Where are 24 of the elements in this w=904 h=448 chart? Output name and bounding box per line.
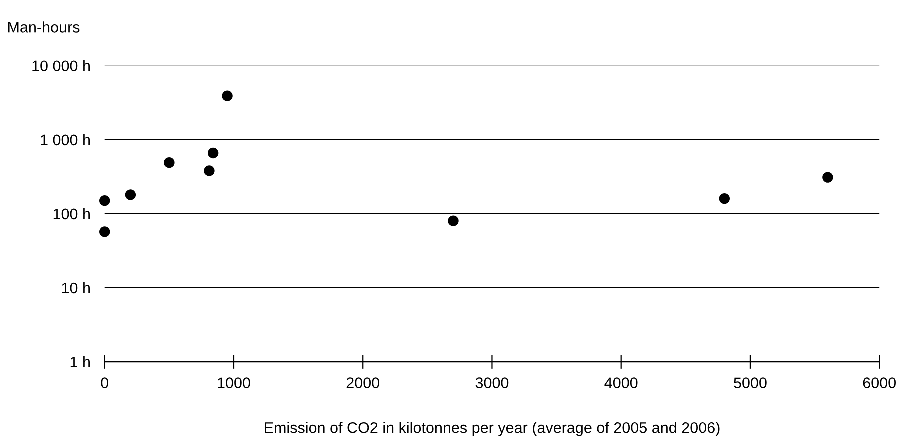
point: [164, 157, 175, 168]
y-tick-label: 100 h: [54, 208, 90, 220]
y-tick-label: 1 h: [70, 356, 90, 368]
x-tick-label: 5000: [734, 378, 767, 388]
x-tick-label: 0: [101, 378, 109, 388]
point: [204, 166, 215, 176]
point: [100, 226, 110, 238]
y-axis-title: Man-hours: [8, 22, 80, 33]
point: [822, 172, 834, 183]
y-tick-label: 1 000 h: [41, 134, 90, 146]
x-tick-label: 4000: [604, 378, 638, 388]
point: [125, 190, 136, 200]
x-axis-title: Emission of CO2 in kilotonnes per year (average of 2005 and 2006): [265, 422, 720, 436]
x-tick-label: 3000: [476, 378, 509, 388]
y-tick-label: 10 000 h: [32, 60, 90, 72]
point: [719, 193, 730, 204]
x-tick-label: 6000: [863, 378, 896, 388]
point: [448, 216, 459, 226]
point: [100, 196, 110, 206]
point: [208, 148, 219, 159]
x-tick-label: 1000: [218, 378, 250, 388]
x-tick-label: 2000: [346, 378, 380, 388]
point: [222, 90, 233, 102]
y-tick-label: 10 h: [62, 282, 90, 294]
